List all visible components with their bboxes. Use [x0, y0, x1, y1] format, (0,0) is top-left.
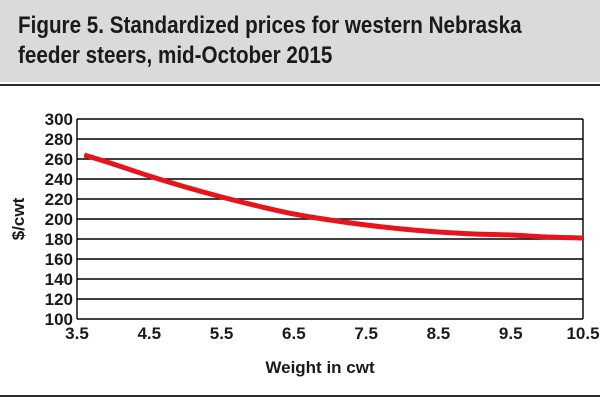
x-tick-label: 9.5: [499, 324, 523, 343]
y-tick-label: 240: [45, 170, 73, 189]
x-tick-label: 7.5: [354, 324, 378, 343]
y-tick-label: 140: [45, 270, 73, 289]
y-tick-label: 160: [45, 250, 73, 269]
y-tick-label: 300: [45, 110, 73, 129]
x-tick-label: 8.5: [427, 324, 451, 343]
x-tick-label: 5.5: [210, 324, 234, 343]
title-band: Figure 5. Standardized prices for wester…: [0, 0, 600, 82]
y-tick-label: 120: [45, 290, 73, 309]
x-tick-label: 6.5: [282, 324, 306, 343]
figure-title-line-2: feeder steers, mid-October 2015: [18, 42, 333, 69]
figure-title-line-1: Figure 5. Standardized prices for wester…: [18, 12, 522, 39]
y-axis-title: $/cwt: [9, 197, 28, 240]
x-tick-label: 10.5: [566, 324, 599, 343]
series-layer: [83, 152, 584, 241]
y-tick-label: 100: [45, 310, 73, 329]
figure-title: Figure 5. Standardized prices for wester…: [18, 11, 522, 71]
bottom-rule: [0, 395, 600, 397]
top-rule: [0, 84, 600, 86]
y-tick-label: 260: [45, 150, 73, 169]
x-tick-labels: 3.5 4.5 5.5 6.5 7.5 8.5 9.5 10.5: [65, 324, 599, 343]
y-tick-label: 220: [45, 190, 73, 209]
x-axis-title: Weight in cwt: [265, 358, 375, 377]
series-line-0: [83, 152, 584, 241]
y-tick-label: 200: [45, 210, 73, 229]
x-tick-label: 3.5: [65, 324, 89, 343]
x-tick-label: 4.5: [137, 324, 161, 343]
y-tick-label: 180: [45, 230, 73, 249]
y-tick-label: 280: [45, 130, 73, 149]
